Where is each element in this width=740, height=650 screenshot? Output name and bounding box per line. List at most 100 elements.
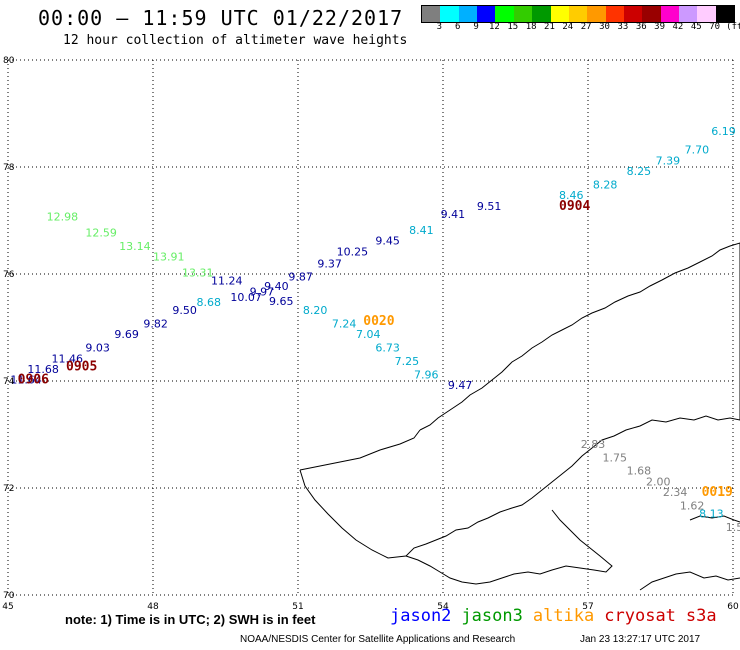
lat-tick-label: 80: [3, 56, 15, 66]
wave-height-label: 11.68: [27, 363, 59, 376]
wave-height-label: 8.20: [303, 304, 328, 317]
legend-tick-label: 9: [473, 22, 479, 32]
lat-lon-grid: [7, 59, 734, 596]
legend-tick-label: 36: [635, 22, 647, 32]
color-scale-legend: [421, 5, 735, 23]
satellite-legend: jason2 jason3 altika cryosat s3a: [390, 606, 727, 626]
lon-tick-label: 60: [727, 602, 739, 612]
chart-subtitle: 12 hour collection of altimeter wave hei…: [63, 33, 408, 48]
wave-height-label: 9.65: [269, 295, 294, 308]
legend-tick-label: 6: [454, 22, 461, 32]
wave-height-label: 13.91: [153, 251, 185, 264]
wave-height-label: 9.41: [441, 208, 466, 221]
legend-swatch: [642, 6, 661, 22]
lon-tick-label: 57: [582, 602, 593, 612]
legend-tick-label: 15: [507, 22, 519, 32]
wave-height-label: 11.46: [52, 352, 84, 365]
wave-height-label: 1.62: [680, 499, 705, 512]
wave-height-label: 8.28: [593, 178, 618, 191]
wave-height-label: 7.24: [332, 318, 357, 331]
legend-swatch: [660, 6, 680, 22]
wave-height-label: 9.03: [85, 342, 110, 355]
legend-unit: (ft): [726, 22, 740, 32]
legend-swatch: [697, 6, 716, 22]
wave-height-label: 11.24: [211, 275, 243, 288]
legend-tick-label: 42: [672, 22, 684, 32]
note-text: note: 1) Time is in UTC; 2) SWH is in fe…: [65, 612, 316, 627]
wave-height-label: 9.87: [288, 270, 313, 283]
wave-height-label: 8.13: [699, 507, 724, 520]
legend-tick-label: 45: [690, 22, 702, 32]
lat-tick-label: 70: [3, 591, 15, 601]
wave-height-label: 9.47: [448, 379, 473, 392]
wave-height-label: 10.07: [230, 291, 261, 304]
pass-time-label: 0905: [66, 359, 97, 374]
wave-height-label: 12.98: [47, 211, 79, 224]
pass-time-label: 0019: [702, 485, 733, 500]
legend-swatch: [587, 6, 606, 22]
wave-height-label: 9.40: [264, 280, 289, 293]
legend-tick-label: 3: [436, 22, 443, 32]
legend-swatch: [458, 6, 478, 22]
pass-time-label: 0906: [18, 373, 49, 388]
wave-height-label: 11.64: [10, 374, 42, 387]
wave-height-label: 9.37: [317, 258, 342, 271]
wave-height-label: 8.25: [627, 165, 652, 178]
lon-tick-label: 51: [292, 602, 303, 612]
wave-height-label: 2.83: [581, 438, 606, 451]
wave-height-label: 9.82: [143, 318, 168, 331]
wave-height-label: 13.14: [119, 240, 150, 253]
wave-height-label: 8.46: [559, 189, 584, 202]
legend-tick-label: 21: [544, 22, 555, 32]
wave-height-labels: 12.9812.5913.1413.9113.3111.2410.079.979…: [10, 125, 740, 534]
legend-tick-label: 24: [562, 22, 574, 32]
legend-swatch: [513, 6, 533, 22]
legend-tick-label: 39: [654, 22, 665, 32]
wave-height-label: 6.73: [375, 342, 400, 355]
legend-swatch: [623, 6, 643, 22]
lat-tick-label: 72: [3, 484, 14, 494]
legend-swatch: [532, 6, 551, 22]
wave-height-label: 6.19: [711, 125, 736, 138]
wave-height-label: 9.45: [375, 235, 400, 248]
legend-swatch: [495, 6, 514, 22]
wave-height-label: 1.75: [603, 451, 628, 464]
satellite-name: jason2: [390, 606, 452, 626]
legend-tick-label: 27: [580, 22, 592, 32]
pass-time-labels: 0905 0906 0020 0904 0019: [18, 199, 733, 500]
satellite-name: cryosat: [604, 606, 676, 626]
wave-height-label: 7.39: [656, 154, 681, 167]
legend-swatch: [605, 6, 624, 22]
chart-title: 00:00 – 11:59 UTC 01/22/2017: [38, 6, 404, 30]
wave-height-label: 7.04: [356, 328, 381, 341]
pass-time-label: 0904: [559, 199, 590, 214]
legend-swatch: [550, 6, 569, 22]
lat-tick-label: 74: [3, 377, 15, 387]
lat-tick-label: 76: [3, 270, 15, 280]
coastline: [299, 242, 740, 591]
wave-height-label: 7.96: [414, 368, 439, 381]
vaygach-coast: [639, 515, 740, 591]
legend-swatch: [568, 6, 588, 22]
satellite-name: jason3: [461, 606, 523, 626]
lon-tick-label: 45: [2, 602, 13, 612]
satellite-name: altika: [532, 606, 595, 626]
legend-tick-label: 33: [617, 22, 629, 32]
wave-height-label: 9.69: [114, 328, 139, 341]
wave-height-label: 8.41: [409, 224, 434, 237]
legend-tick-label: 30: [599, 22, 610, 32]
wave-height-label: 10.25: [337, 245, 369, 258]
wave-height-label: 1.68: [627, 465, 652, 478]
legend-swatch: [422, 6, 441, 22]
lon-tick-label: 54: [437, 602, 449, 612]
wave-height-label: 12.59: [85, 227, 117, 240]
pass-time-label: 0020: [363, 314, 394, 329]
wave-height-label: 2.00: [646, 475, 671, 488]
wave-height-label: 7.70: [685, 144, 710, 157]
lat-tick-label: 78: [3, 163, 15, 173]
novaya-zemlya-coast: [405, 242, 740, 585]
lon-tick-label: 48: [147, 602, 159, 612]
legend-swatch: [440, 6, 459, 22]
